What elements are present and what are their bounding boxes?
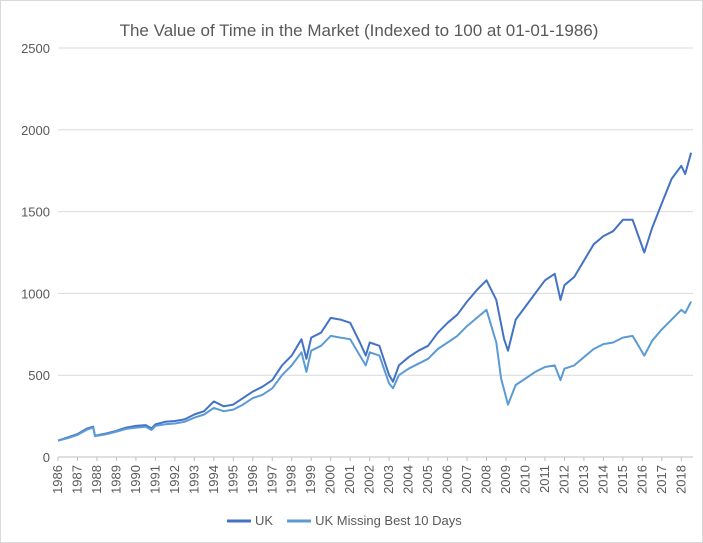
x-tick-label: 2006 [440, 465, 455, 494]
series-line-uk [57, 152, 693, 442]
x-tick-label: 1996 [245, 465, 260, 494]
x-tick-label: 1999 [303, 465, 318, 494]
x-tick-label: 2000 [323, 465, 338, 494]
x-tick-label: 2012 [556, 465, 571, 494]
y-tick-label: 1000 [21, 286, 50, 301]
x-tick-label: 1989 [108, 465, 123, 494]
x-tick-label: 2002 [362, 465, 377, 494]
series-lines [57, 152, 693, 442]
series-line-uk-missing-best-10-days [57, 301, 692, 442]
x-tick-label: 2014 [595, 465, 610, 494]
x-tick-label: 2005 [420, 465, 435, 494]
x-tick-label: 2015 [615, 465, 630, 494]
x-tick-label: 2004 [401, 465, 416, 494]
x-tick-label: 2008 [479, 465, 494, 494]
x-axis-ticks: 1986 1987 1988 1989 1990 1991 1992 1993 1994 1995… [50, 457, 688, 494]
y-tick-label: 1500 [21, 205, 50, 220]
legend: UK UK Missing Best 10 Days [227, 513, 462, 528]
y-tick-label: 0 [43, 450, 50, 465]
x-tick-label: 1991 [147, 465, 162, 494]
legend-label: UK Missing Best 10 Days [315, 513, 462, 528]
x-tick-label: 2001 [342, 465, 357, 494]
y-tick-label: 500 [28, 368, 50, 383]
x-tick-label: 1997 [264, 465, 279, 494]
x-tick-label: 2017 [654, 465, 669, 494]
legend-label: UK [255, 513, 273, 528]
x-tick-label: 1995 [225, 465, 240, 494]
x-tick-label: 1990 [128, 465, 143, 494]
x-tick-label: 2007 [459, 465, 474, 494]
x-tick-label: 2003 [381, 465, 396, 494]
x-tick-label: 1986 [50, 465, 65, 494]
x-tick-label: 1992 [167, 465, 182, 494]
y-tick-label: 2000 [21, 123, 50, 138]
x-tick-label: 1988 [89, 465, 104, 494]
y-tick-label: 2500 [21, 41, 50, 56]
y-axis-ticks: 0 500 1000 1500 2000 2500 [21, 41, 50, 465]
x-tick-label: 1998 [284, 465, 299, 494]
x-tick-label: 1994 [206, 465, 221, 494]
x-tick-label: 1987 [69, 465, 84, 494]
x-tick-label: 2013 [576, 465, 591, 494]
x-tick-label: 2009 [498, 465, 513, 494]
x-tick-label: 2016 [634, 465, 649, 494]
x-tick-label: 2010 [517, 465, 532, 494]
gridlines [58, 47, 693, 458]
x-tick-label: 2018 [673, 465, 688, 494]
x-tick-label: 1993 [186, 465, 201, 494]
chart-title: The Value of Time in the Market (Indexed… [120, 21, 599, 40]
x-tick-label: 2011 [537, 465, 552, 493]
